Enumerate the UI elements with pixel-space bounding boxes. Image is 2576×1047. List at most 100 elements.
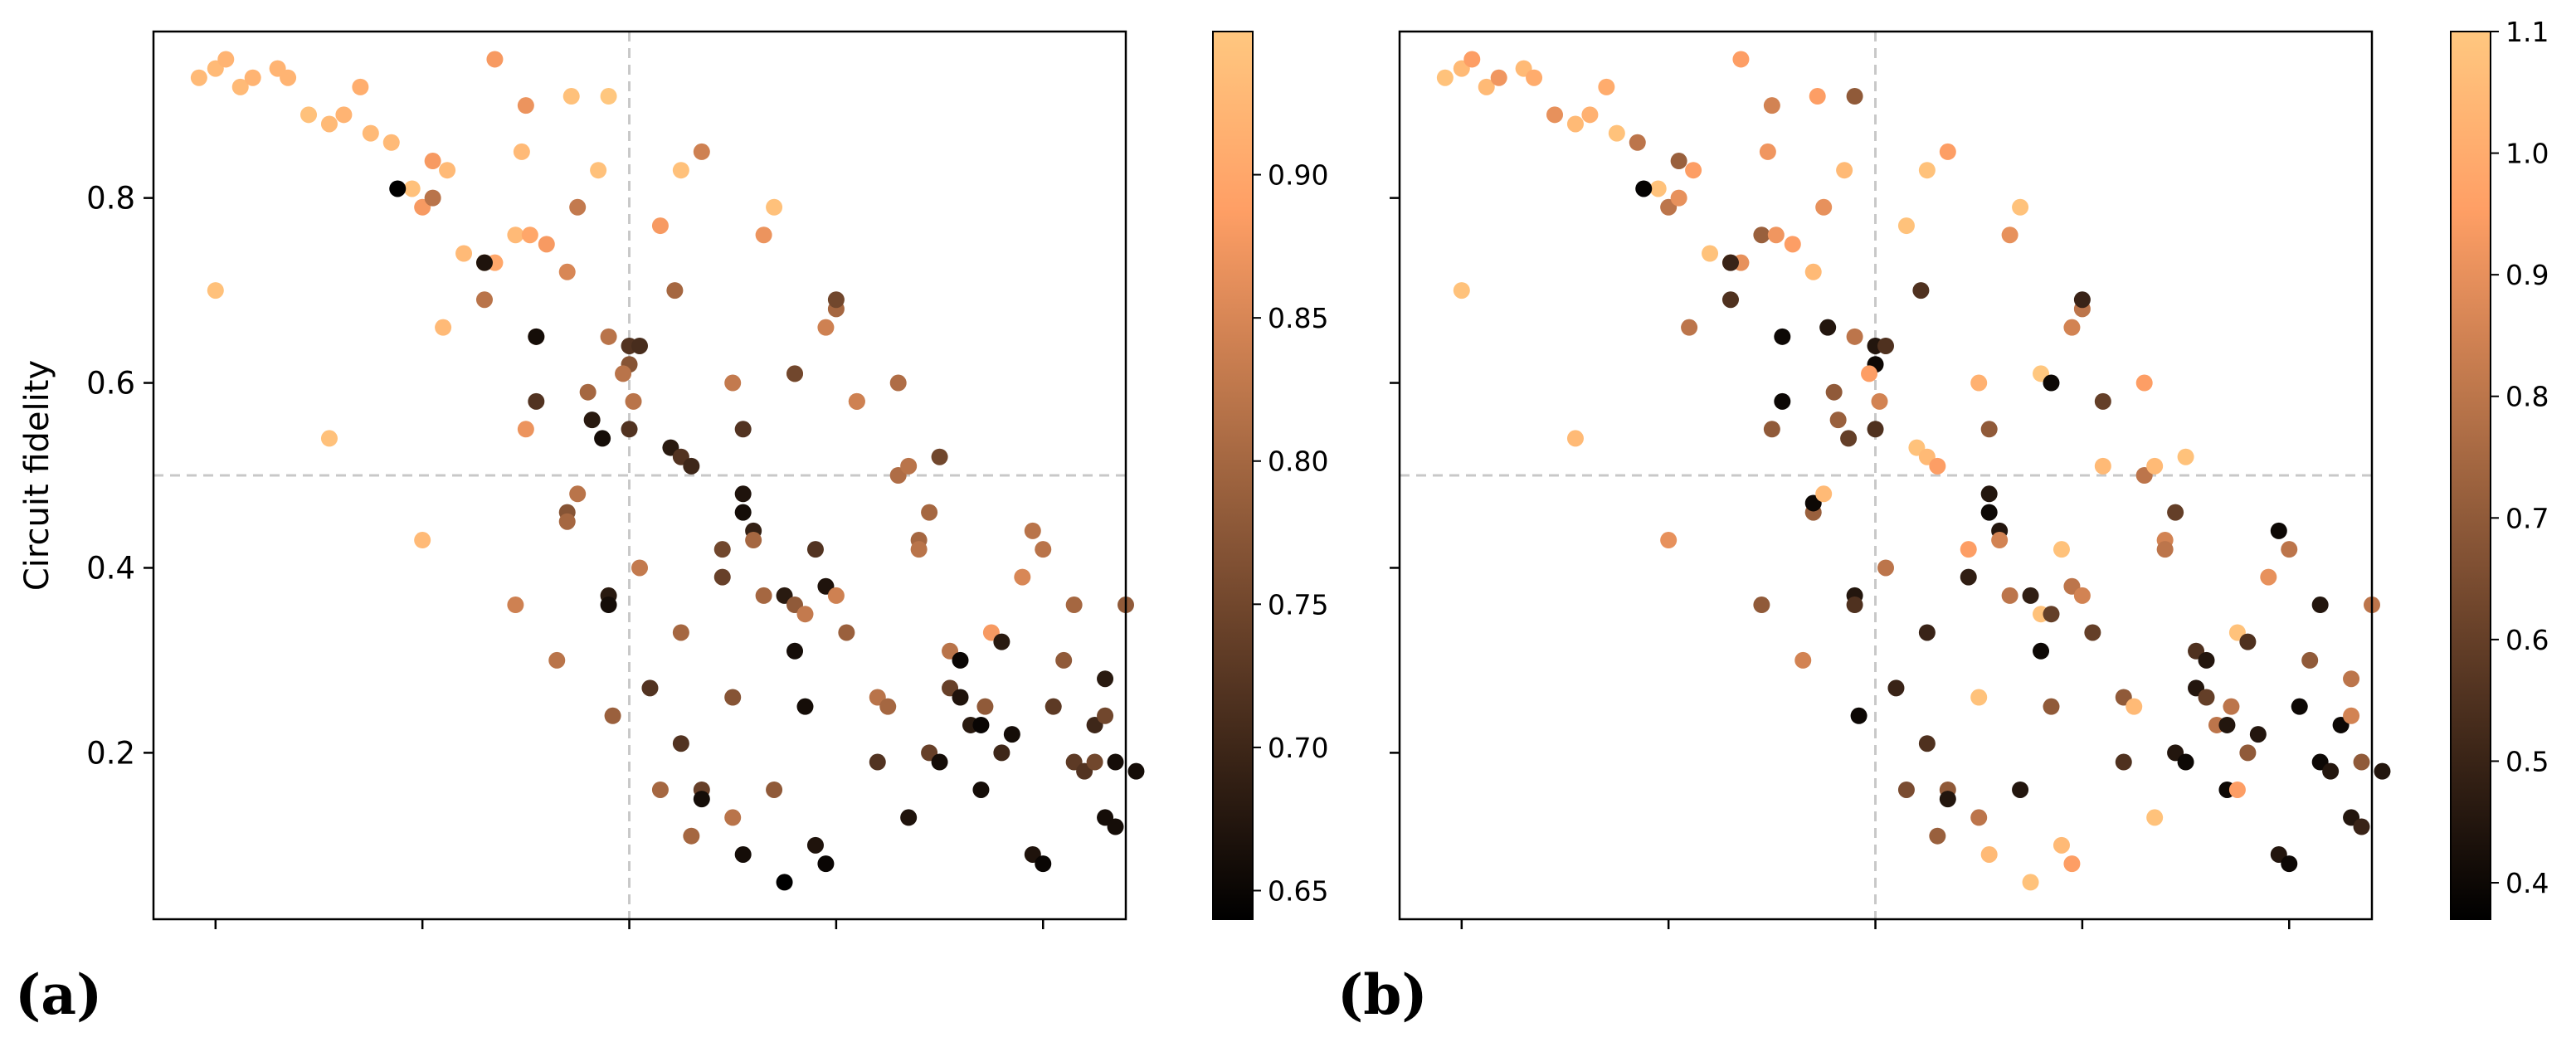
data-point [615,365,632,382]
data-point [900,809,918,826]
data-point [2094,392,2111,410]
data-point [976,698,994,715]
data-point [1759,143,1776,160]
data-point [2291,698,2308,715]
colorbar-tick-label: 0.9 [2505,259,2549,291]
data-point [848,392,865,410]
colorbar-tick-label: 0.6 [2505,624,2549,656]
colorbar-tick-label: 0.70 [1268,732,1328,764]
data-point [2239,633,2257,650]
data-point [817,855,835,873]
data-point [2135,374,2153,392]
data-point [548,651,566,669]
data-point [475,254,493,271]
data-point [651,217,669,235]
data-point [1526,69,1543,86]
data-point [1980,485,1998,503]
data-point [1897,781,1915,798]
data-point [2115,753,2132,771]
data-point [693,143,710,160]
data-point [1991,532,2009,549]
data-point [1463,51,1481,68]
data-point [1815,198,1833,216]
data-point [320,430,338,447]
data-point [921,504,938,521]
data-point [594,430,611,447]
data-point [403,180,421,197]
data-point [2084,624,2101,641]
data-point [827,291,845,309]
y-axis-label: Circuit fidelity [18,360,56,591]
data-point [734,504,752,521]
data-point [755,226,772,244]
y-tick-label: 0.8 [86,181,135,217]
data-point [1478,78,1495,95]
data-point [1660,532,1678,549]
data-point [786,642,804,660]
data-point [583,411,601,429]
data-point [475,291,493,309]
data-point [2281,855,2298,873]
data-point [1877,337,1894,354]
data-point [455,245,473,262]
data-point [2177,753,2194,771]
data-point [2053,541,2070,558]
data-point [1763,97,1780,114]
data-point [600,328,617,345]
data-point [1980,504,1998,521]
data-point [1877,559,1894,577]
data-point [1753,226,1770,244]
data-point [2343,707,2360,724]
colorbar-tick-label: 0.75 [1268,588,1328,621]
colorbar-tick-label: 0.8 [2505,381,2549,413]
data-point [2043,606,2060,623]
data-point [766,198,783,216]
data-point [713,541,731,558]
data-point [2223,698,2240,715]
data-point [528,328,545,345]
scatter-panel-b [1390,30,2391,929]
data-point [1846,328,1863,345]
data-point [713,568,731,586]
data-point [521,226,538,244]
data-point [827,587,845,604]
data-point [2073,587,2091,604]
data-point [1970,809,1988,826]
data-point [1980,421,1998,438]
plot-frame [1398,30,2374,921]
data-point [1566,430,1584,447]
data-point [683,457,700,475]
data-point [1003,726,1020,743]
data-point [2126,698,2143,715]
data-point [190,69,207,86]
data-point [2063,855,2081,873]
data-point [435,319,452,336]
data-point [2022,587,2039,604]
data-point [910,541,928,558]
data-point [1897,217,1915,235]
data-point [538,236,555,253]
data-point [1055,651,1073,669]
data-point [1566,115,1584,133]
data-point [1581,106,1599,124]
data-point [879,698,897,715]
data-point [1794,651,1812,669]
data-point [631,337,648,354]
data-point [1127,762,1145,780]
data-point [1097,707,1114,724]
data-point [2353,818,2370,835]
data-point [1086,753,1103,771]
data-point [1970,689,1988,706]
data-point [2239,744,2257,762]
data-point [1608,124,1625,142]
data-point [1767,226,1785,244]
data-point [900,457,918,475]
data-point [631,559,648,577]
data-point [2311,597,2329,614]
data-point [231,78,249,95]
data-point [507,226,524,244]
data-point [2374,762,2391,780]
data-point [1453,282,1470,299]
data-point [2353,753,2370,771]
data-point [2001,587,2018,604]
